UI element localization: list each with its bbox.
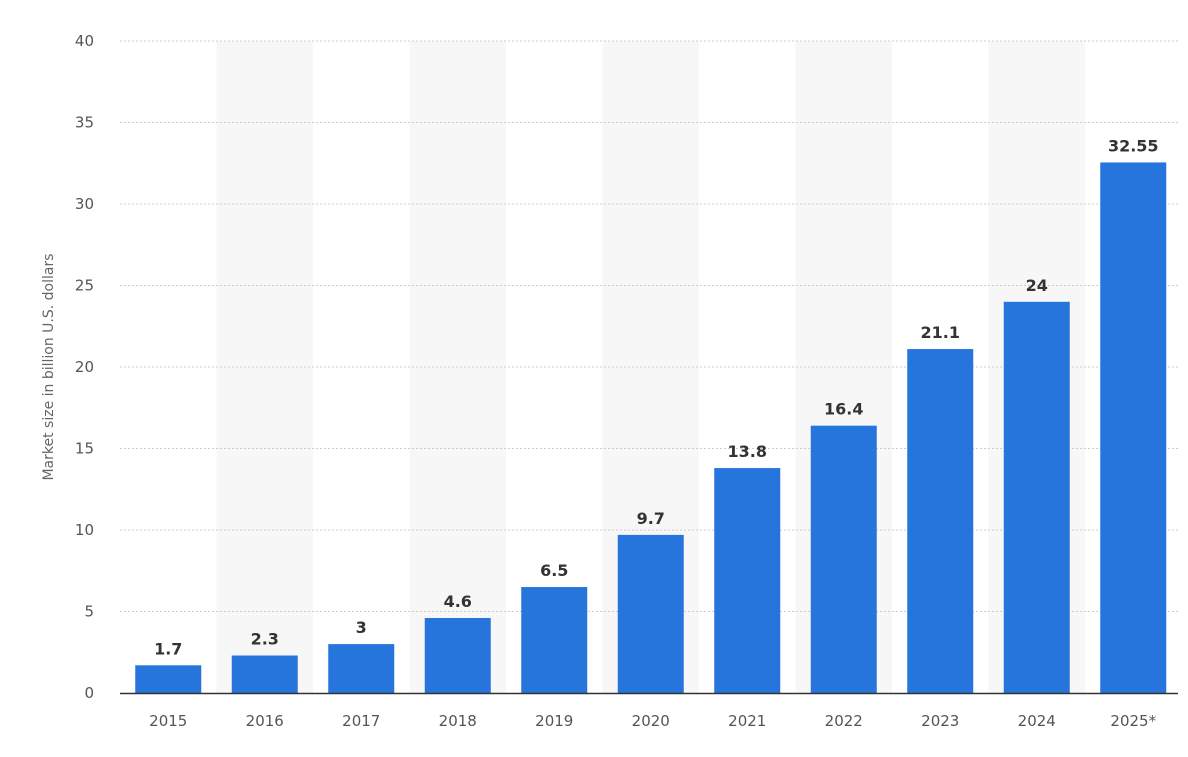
value-label-2025*: 32.55 — [1108, 136, 1159, 155]
value-label-2024: 24 — [1026, 276, 1048, 295]
bar-2022 — [810, 425, 877, 693]
x-axis-ticks: 2015 2016 2017 2018 2019 2020 2021 2022 2023 2024… — [149, 712, 1156, 730]
value-label-2019: 6.5 — [540, 561, 568, 580]
bar-2018 — [424, 618, 491, 693]
value-label-2021: 13.8 — [728, 442, 767, 461]
x-tick-label-2017: 2017 — [342, 712, 380, 730]
y-tick-label: 25 — [75, 277, 94, 295]
bar-2016 — [231, 655, 298, 693]
value-label-2017: 3 — [356, 618, 367, 637]
bars — [135, 162, 1167, 693]
bar-2017 — [328, 644, 395, 693]
y-tick-label: 5 — [84, 603, 94, 621]
x-tick-label-2021: 2021 — [728, 712, 766, 730]
bar-2015 — [135, 665, 202, 693]
x-tick-label-2024: 2024 — [1018, 712, 1056, 730]
value-label-2016: 2.3 — [251, 630, 279, 649]
value-labels: 1.7 2.3 3 4.6 6.5 9.7 13.8 16.4 21.1 24 32.55 — [154, 136, 1158, 658]
x-tick-label-2019: 2019 — [535, 712, 573, 730]
x-tick-label-2023: 2023 — [921, 712, 959, 730]
x-tick-label-2020: 2020 — [632, 712, 670, 730]
gridlines — [120, 40, 1178, 612]
y-tick-label: 0 — [84, 684, 94, 702]
y-axis-ticks: 0 5 10 15 20 25 30 35 40 — [75, 32, 94, 702]
y-tick-label: 10 — [75, 521, 94, 539]
bar-2019 — [521, 587, 588, 693]
bar-2021 — [714, 468, 781, 693]
y-tick-label: 30 — [75, 195, 94, 213]
value-label-2020: 9.7 — [637, 509, 665, 528]
value-label-2023: 21.1 — [921, 323, 960, 342]
value-label-2018: 4.6 — [444, 592, 472, 611]
y-tick-label: 20 — [75, 358, 94, 376]
y-tick-label: 35 — [75, 114, 94, 132]
x-tick-label-2016: 2016 — [246, 712, 284, 730]
y-axis-label: Market size in billion U.S. dollars — [41, 253, 57, 481]
bar-2023 — [907, 349, 974, 693]
value-label-2015: 1.7 — [154, 639, 182, 658]
x-tick-label-2025*: 2025* — [1110, 712, 1156, 730]
x-tick-label-2022: 2022 — [825, 712, 863, 730]
value-label-2022: 16.4 — [824, 400, 863, 419]
x-tick-label-2015: 2015 — [149, 712, 187, 730]
x-tick-label-2018: 2018 — [439, 712, 477, 730]
y-tick-label: 15 — [75, 440, 94, 458]
bar-2025* — [1100, 162, 1167, 693]
bar-2020 — [617, 534, 684, 693]
y-tick-label: 40 — [75, 32, 94, 50]
bar-2024 — [1003, 301, 1070, 693]
